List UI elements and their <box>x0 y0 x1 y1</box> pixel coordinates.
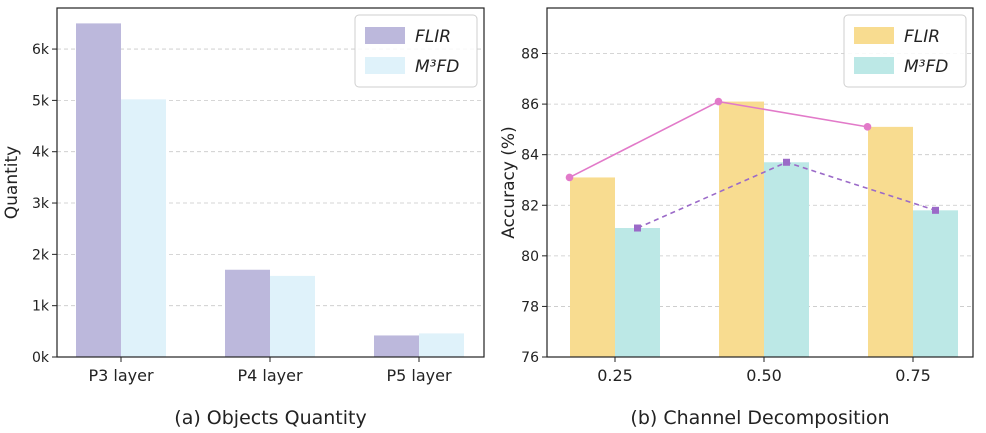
y-tick-label: 88 <box>521 47 539 63</box>
y-tick-label: 76 <box>521 350 539 366</box>
legend-b: FLIR M³FD <box>843 14 967 88</box>
x-tick-label: P5 layer <box>386 366 451 385</box>
legend-swatch-flir-a <box>365 27 405 44</box>
caption-a: (a) Objects Quantity <box>174 407 366 429</box>
chart-channel-decomposition: 76 78 80 82 84 86 88 0.25 0.50 0.75 Accuracy (%)… <box>499 7 974 429</box>
y-axis-label-a: Quantity <box>2 146 22 219</box>
bar-flir-p4-layer <box>225 269 270 357</box>
bar-flir-0.75 <box>868 126 913 357</box>
caption-b: (b) Channel Decomposition <box>630 407 889 429</box>
trend-point-m3fd-1 <box>783 158 790 166</box>
legend-swatch-m3fd-b <box>854 57 894 74</box>
legend-label-m3fd-b: M³FD <box>904 57 948 77</box>
y-tick-label: 6k <box>32 42 50 58</box>
y-ticks-a: 0k 1k 2k 3k 4k 5k 6k <box>32 42 57 366</box>
y-axis-label-b: Accuracy (%) <box>499 126 519 238</box>
y-tick-label: 3k <box>32 196 50 212</box>
y-tick-label: 1k <box>32 299 50 315</box>
legend-label-m3fd-a: M³FD <box>415 57 459 77</box>
trend-point-flir-1 <box>714 97 723 106</box>
bar-m3fd-p4-layer <box>270 275 315 357</box>
y-tick-label: 84 <box>521 148 539 164</box>
x-ticks-a: P3 layer P4 layer P5 layer <box>88 357 452 385</box>
bars-a <box>76 23 464 357</box>
trend-point-m3fd-0 <box>634 224 641 232</box>
bars-b <box>570 101 958 357</box>
legend-swatch-m3fd-a <box>365 57 405 74</box>
x-tick-label: P4 layer <box>237 366 302 385</box>
bar-flir-p3-layer <box>76 23 121 357</box>
y-tick-label: 5k <box>32 93 50 109</box>
legend-label-flir-b: FLIR <box>904 27 940 47</box>
x-tick-label: 0.50 <box>746 366 782 385</box>
bar-m3fd-0.75 <box>913 210 958 357</box>
legend-a: FLIR M³FD <box>354 14 478 88</box>
y-tick-label: 0k <box>32 350 50 366</box>
y-tick-label: 4k <box>32 145 50 161</box>
lines-b <box>565 97 939 232</box>
x-tick-label: 0.75 <box>895 366 931 385</box>
y-ticks-b: 76 78 80 82 84 86 88 <box>521 47 547 366</box>
bar-m3fd-p3-layer <box>121 99 166 357</box>
bar-flir-0.25 <box>570 177 615 357</box>
bar-m3fd-p5-layer <box>419 333 464 357</box>
bar-flir-p5-layer <box>374 335 419 357</box>
y-tick-label: 78 <box>521 299 539 315</box>
trend-point-flir-0 <box>565 173 574 182</box>
plot-frame-b <box>546 7 974 358</box>
y-tick-label: 86 <box>521 97 539 113</box>
legend-label-flir-a: FLIR <box>415 27 451 47</box>
y-tick-label: 82 <box>521 198 539 214</box>
trend-point-m3fd-2 <box>932 206 939 214</box>
x-tick-label: 0.25 <box>597 366 633 385</box>
bar-m3fd-0.50 <box>764 162 809 357</box>
y-tick-label: 80 <box>521 249 539 265</box>
x-ticks-b: 0.25 0.50 0.75 <box>597 357 931 385</box>
y-tick-label: 2k <box>32 247 50 263</box>
bar-flir-0.50 <box>719 101 764 357</box>
trend-line-flir <box>569 100 868 179</box>
x-tick-label: P3 layer <box>88 366 153 385</box>
legend-swatch-flir-b <box>854 27 894 44</box>
bar-m3fd-0.25 <box>615 228 660 357</box>
trend-point-flir-2 <box>863 123 872 131</box>
